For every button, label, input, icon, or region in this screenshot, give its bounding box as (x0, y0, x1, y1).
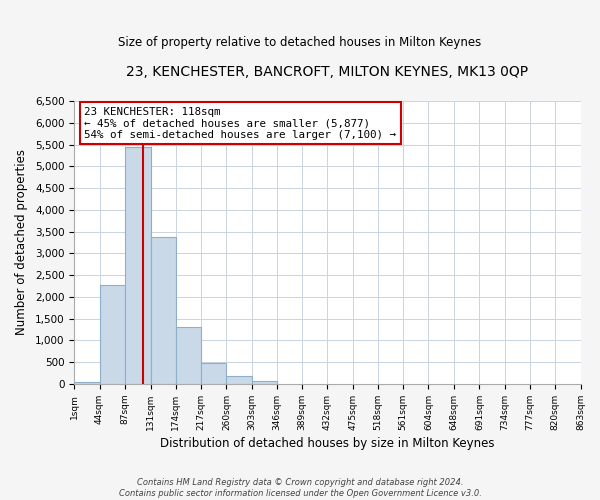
Y-axis label: Number of detached properties: Number of detached properties (15, 150, 28, 336)
Text: Contains HM Land Registry data © Crown copyright and database right 2024.
Contai: Contains HM Land Registry data © Crown c… (119, 478, 481, 498)
X-axis label: Distribution of detached houses by size in Milton Keynes: Distribution of detached houses by size … (160, 437, 494, 450)
Text: 23 KENCHESTER: 118sqm
← 45% of detached houses are smaller (5,877)
54% of semi-d: 23 KENCHESTER: 118sqm ← 45% of detached … (85, 106, 397, 140)
Bar (201, 364, 226, 384)
Title: 23, KENCHESTER, BANCROFT, MILTON KEYNES, MK13 0QP: 23, KENCHESTER, BANCROFT, MILTON KEYNES,… (127, 65, 529, 79)
Bar (251, 380, 277, 384)
Bar (151, 238, 176, 384)
Bar (125, 147, 151, 384)
Bar (226, 376, 251, 384)
Bar (176, 328, 201, 384)
Text: Size of property relative to detached houses in Milton Keynes: Size of property relative to detached ho… (118, 36, 482, 49)
Bar (100, 284, 125, 384)
Bar (74, 382, 100, 384)
